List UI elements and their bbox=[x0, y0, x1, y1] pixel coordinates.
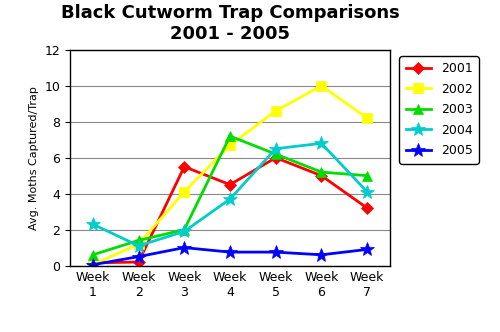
Line: 2004: 2004 bbox=[86, 136, 374, 253]
2001 bbox=[364, 206, 370, 210]
2002 bbox=[227, 143, 233, 147]
2003 bbox=[182, 228, 188, 232]
2003 bbox=[272, 152, 278, 156]
2005 bbox=[90, 263, 96, 267]
2005 bbox=[182, 246, 188, 250]
Line: 2003: 2003 bbox=[88, 131, 372, 260]
Y-axis label: Avg. Moths Captured/Trap: Avg. Moths Captured/Trap bbox=[29, 86, 39, 230]
2004 bbox=[227, 197, 233, 201]
2001 bbox=[227, 183, 233, 187]
2005 bbox=[136, 255, 141, 259]
2002 bbox=[272, 109, 278, 113]
2003 bbox=[227, 134, 233, 138]
2001 bbox=[182, 165, 188, 169]
2004 bbox=[272, 147, 278, 151]
2004 bbox=[182, 229, 188, 233]
2005 bbox=[318, 253, 324, 257]
2001 bbox=[136, 260, 141, 264]
2004 bbox=[90, 222, 96, 226]
Line: 2001: 2001 bbox=[88, 153, 372, 267]
2005 bbox=[364, 247, 370, 251]
2003 bbox=[364, 174, 370, 178]
2004 bbox=[318, 141, 324, 145]
2005 bbox=[227, 250, 233, 254]
Title: Black Cutworm Trap Comparisons
2001 - 2005: Black Cutworm Trap Comparisons 2001 - 20… bbox=[60, 4, 400, 43]
Legend: 2001, 2002, 2003, 2004, 2005: 2001, 2002, 2003, 2004, 2005 bbox=[400, 56, 479, 164]
2002 bbox=[182, 190, 188, 194]
2002 bbox=[364, 116, 370, 120]
2004 bbox=[136, 244, 141, 248]
2001 bbox=[90, 261, 96, 265]
Line: 2002: 2002 bbox=[88, 81, 372, 270]
2002 bbox=[318, 84, 324, 88]
2003 bbox=[90, 253, 96, 257]
2005 bbox=[272, 250, 278, 254]
2001 bbox=[318, 174, 324, 178]
2004 bbox=[364, 190, 370, 194]
2003 bbox=[136, 238, 141, 242]
2002 bbox=[90, 263, 96, 267]
2001 bbox=[272, 156, 278, 160]
2003 bbox=[318, 170, 324, 174]
2002 bbox=[136, 242, 141, 246]
Line: 2005: 2005 bbox=[86, 241, 374, 272]
